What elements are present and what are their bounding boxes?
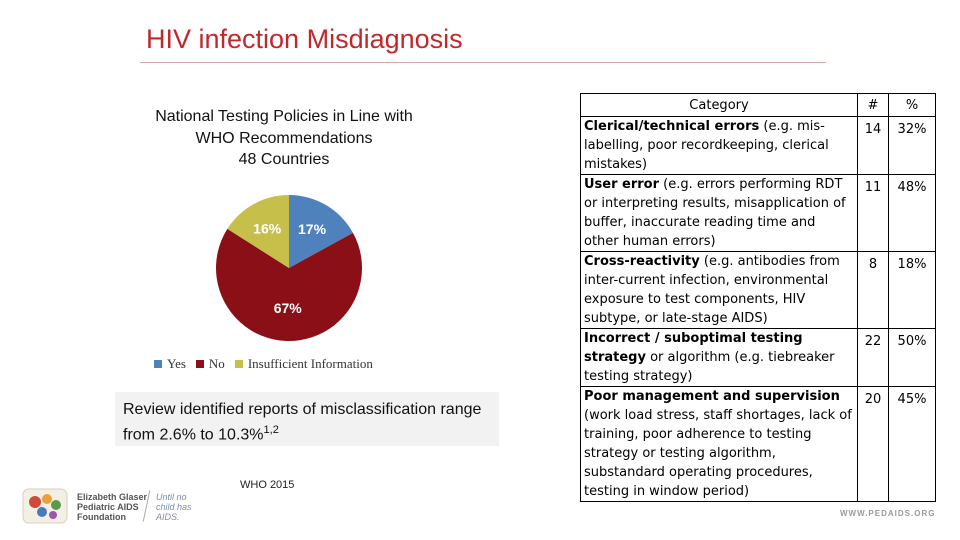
category-detail: (e.g. errors performing RDT or interpret… [584,177,846,249]
review-note: Review identified reports of misclassifi… [115,392,499,446]
chart-heading-line-1: National Testing Policies in Line with [155,108,413,125]
foundation-tagline: Until no child has AIDS. [156,492,192,522]
table-row: Cross-reactivity (e.g. antibodies from i… [580,251,936,329]
category-bold: User error [584,177,660,192]
chart-heading: National Testing Policies in Line with W… [120,106,448,171]
legend-swatch [234,360,243,368]
category-bold: Clerical/technical errors [584,119,760,134]
table-row: Incorrect / suboptimal testing strategy … [580,328,936,387]
category-cell: Poor management and supervision (work lo… [580,386,858,502]
pie-slice-yes [289,195,353,268]
category-cell: Clerical/technical errors (e.g. mis-labe… [580,116,858,175]
egpaf-logo: Elizabeth Glaser Pediatric AIDS Foundati… [22,488,232,524]
count-cell: 8 [857,251,889,329]
category-cell: Incorrect / suboptimal testing strategy … [580,328,858,387]
percent-cell: 50% [888,328,936,387]
category-cell: User error (e.g. errors performing RDT o… [580,174,858,252]
table-row: Clerical/technical errors (e.g. mis-labe… [580,116,936,175]
slide-title: HIV infection Misdiagnosis [146,24,463,54]
foundation-emblem-icon [22,488,68,524]
category-detail: (e.g. antibodies from inter-current infe… [584,254,840,326]
count-cell: 11 [857,174,889,252]
chart-heading-line-2: WHO Recommendations [195,129,373,147]
pie-chart: 17% 67% 16% Yes No Insufficient Information [124,172,446,382]
foundation-name: Elizabeth Glaser Pediatric AIDS Foundati… [77,492,147,522]
table-row: User error (e.g. errors performing RDT o… [580,174,936,252]
chart-heading-line-3: 48 Countries [238,151,330,168]
review-note-citation: 1,2 [263,424,279,436]
tagline-line-2: child has [156,502,192,512]
category-bold: Cross-reactivity [584,254,700,269]
legend-item-insufficient-information: Insufficient Information [234,356,373,372]
legend-label: Insufficient Information [247,356,373,371]
category-detail: or algorithm (e.g. tiebreaker testing st… [584,350,835,384]
category-detail: (e.g. mis-labelling, poor recordkeeping,… [584,119,829,172]
legend-label: Yes [167,356,186,371]
pie-slice-no [216,228,362,341]
category-bold: Poor management and supervision [584,389,840,404]
percent-cell: 45% [888,386,936,502]
count-cell: 20 [857,386,889,502]
legend-swatch [154,360,162,368]
pie-label-no: 67% [274,300,303,316]
percent-cell: 18% [888,251,936,329]
legend-item-no: No [195,356,225,372]
legend-swatch [195,360,204,368]
count-cell: 22 [857,328,889,387]
percent-cell: 48% [888,174,936,252]
title-divider [140,62,826,63]
header-percent: % [888,93,936,117]
table-row: Poor management and supervision (work lo… [580,386,936,502]
category-detail: (work load stress, staff shortages, lack… [584,408,852,499]
chart-legend: Yes No Insufficient Information [154,356,383,372]
header-category: Category [580,93,858,117]
category-cell: Cross-reactivity (e.g. antibodies from i… [580,251,858,329]
pie-label-insufficient-information: 16% [253,220,282,236]
pie-chart-svg: 17% 67% 16% [216,195,362,341]
legend-item-yes: Yes [154,356,186,372]
table-header-row: Category # % [580,93,936,117]
pie-label-yes: 17% [298,221,327,237]
foundation-name-line-1: Elizabeth Glaser [77,492,148,502]
foundation-name-line-3: Foundation [77,512,126,522]
legend-label: No [208,356,225,371]
website-url: WWW.PEDAIDS.ORG [840,509,936,518]
pie-slice-insufficient-information [227,195,289,268]
source-citation: WHO 2015 [240,479,295,491]
foundation-name-line-2: Pediatric AIDS [77,502,139,512]
tagline-line-1: Until no [156,492,187,502]
review-note-text: Review identified reports of misclassifi… [123,401,482,444]
percent-cell: 32% [888,116,936,175]
header-count: # [857,93,889,117]
category-bold: Incorrect / suboptimal testing strategy [584,331,803,365]
count-cell: 14 [857,116,889,175]
misdiagnosis-category-table: Category # % Clerical/technical errors (… [580,93,936,502]
tagline-line-3: AIDS. [156,512,180,522]
